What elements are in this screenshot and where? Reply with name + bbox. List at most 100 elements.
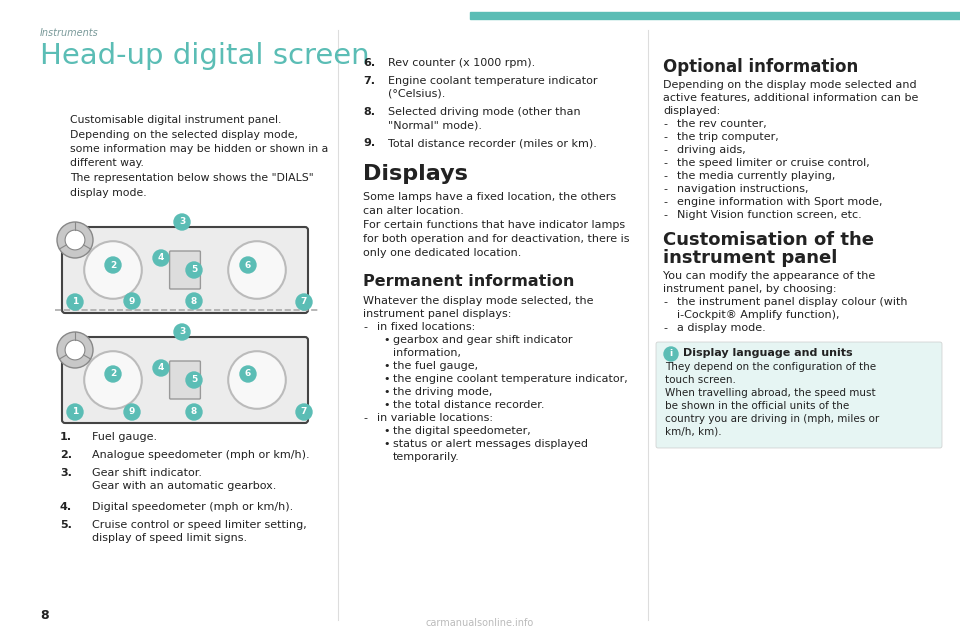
Text: touch screen.: touch screen. xyxy=(665,375,736,385)
Text: some information may be hidden or shown in a: some information may be hidden or shown … xyxy=(70,144,328,154)
Circle shape xyxy=(240,366,256,382)
Text: -: - xyxy=(363,322,367,332)
Text: the speed limiter or cruise control,: the speed limiter or cruise control, xyxy=(677,158,870,168)
Text: -: - xyxy=(363,413,367,423)
Text: -: - xyxy=(663,145,667,155)
Text: the instrument panel display colour (with: the instrument panel display colour (wit… xyxy=(677,297,907,307)
Text: Night Vision function screen, etc.: Night Vision function screen, etc. xyxy=(677,210,862,220)
Text: Rev counter (x 1000 rpm).: Rev counter (x 1000 rpm). xyxy=(388,58,536,68)
Circle shape xyxy=(174,214,190,230)
Text: Instruments: Instruments xyxy=(40,28,99,38)
Text: -: - xyxy=(663,158,667,168)
Text: a display mode.: a display mode. xyxy=(677,323,766,333)
Text: 6.: 6. xyxy=(363,58,375,68)
Text: -: - xyxy=(663,184,667,194)
Text: 3: 3 xyxy=(179,328,185,337)
Text: Customisation of the: Customisation of the xyxy=(663,231,874,249)
FancyBboxPatch shape xyxy=(62,337,308,423)
Text: for both operation and for deactivation, there is: for both operation and for deactivation,… xyxy=(363,234,630,244)
FancyBboxPatch shape xyxy=(170,251,201,289)
Text: Permanent information: Permanent information xyxy=(363,274,574,289)
Text: 1.: 1. xyxy=(60,432,72,442)
Text: display mode.: display mode. xyxy=(70,188,147,198)
Circle shape xyxy=(186,262,202,278)
Text: Depending on the selected display mode,: Depending on the selected display mode, xyxy=(70,129,298,140)
Text: 5: 5 xyxy=(191,266,197,275)
Circle shape xyxy=(240,257,256,273)
Text: Head-up digital screen: Head-up digital screen xyxy=(40,42,370,70)
Circle shape xyxy=(664,347,678,361)
Circle shape xyxy=(67,404,83,420)
Circle shape xyxy=(124,404,140,420)
Text: engine information with Sport mode,: engine information with Sport mode, xyxy=(677,197,882,207)
Text: instrument panel displays:: instrument panel displays: xyxy=(363,309,512,319)
Text: 4.: 4. xyxy=(60,502,72,512)
Text: navigation instructions,: navigation instructions, xyxy=(677,184,808,194)
Circle shape xyxy=(296,294,312,310)
Text: 6: 6 xyxy=(245,260,252,269)
Text: Selected driving mode (other than: Selected driving mode (other than xyxy=(388,107,581,117)
Text: instrument panel, by choosing:: instrument panel, by choosing: xyxy=(663,284,836,294)
Text: 5.: 5. xyxy=(60,520,72,530)
Text: 7: 7 xyxy=(300,298,307,307)
Text: •: • xyxy=(383,439,390,449)
Circle shape xyxy=(65,340,84,360)
Text: the media currently playing,: the media currently playing, xyxy=(677,171,835,181)
Text: •: • xyxy=(383,374,390,384)
Text: 8: 8 xyxy=(191,296,197,305)
Text: For certain functions that have indicator lamps: For certain functions that have indicato… xyxy=(363,220,625,230)
Text: •: • xyxy=(383,400,390,410)
Text: Depending on the display mode selected and: Depending on the display mode selected a… xyxy=(663,80,917,90)
Text: Display language and units: Display language and units xyxy=(683,348,852,358)
Circle shape xyxy=(186,293,202,309)
Text: 3.: 3. xyxy=(60,468,72,478)
Text: 2: 2 xyxy=(109,260,116,269)
FancyBboxPatch shape xyxy=(62,227,308,313)
Text: Analogue speedometer (mph or km/h).: Analogue speedometer (mph or km/h). xyxy=(92,450,310,460)
Circle shape xyxy=(124,293,140,309)
Circle shape xyxy=(105,366,121,382)
FancyBboxPatch shape xyxy=(656,342,942,448)
Text: the rev counter,: the rev counter, xyxy=(677,119,767,129)
Text: display of speed limit signs.: display of speed limit signs. xyxy=(92,533,247,543)
Circle shape xyxy=(296,404,312,420)
Text: 1: 1 xyxy=(72,298,78,307)
Text: temporarily.: temporarily. xyxy=(393,452,460,462)
Text: km/h, km).: km/h, km). xyxy=(665,427,722,437)
Circle shape xyxy=(186,372,202,388)
Circle shape xyxy=(186,404,202,420)
Text: carmanualsonline.info: carmanualsonline.info xyxy=(426,618,534,628)
Circle shape xyxy=(153,250,169,266)
Text: i-Cockpit® Amplify function),: i-Cockpit® Amplify function), xyxy=(677,310,839,320)
Text: gearbox and gear shift indicator: gearbox and gear shift indicator xyxy=(393,335,572,345)
Text: 8: 8 xyxy=(191,408,197,417)
Text: the fuel gauge,: the fuel gauge, xyxy=(393,361,478,371)
Circle shape xyxy=(174,324,190,340)
Text: driving aids,: driving aids, xyxy=(677,145,746,155)
Text: -: - xyxy=(663,171,667,181)
Text: Whatever the display mode selected, the: Whatever the display mode selected, the xyxy=(363,296,593,306)
Text: -: - xyxy=(663,210,667,220)
Text: the total distance recorder.: the total distance recorder. xyxy=(393,400,544,410)
Text: You can modify the appearance of the: You can modify the appearance of the xyxy=(663,271,876,281)
Text: -: - xyxy=(663,132,667,142)
Circle shape xyxy=(228,351,286,409)
Text: -: - xyxy=(663,323,667,333)
Text: 7: 7 xyxy=(300,408,307,417)
Circle shape xyxy=(57,222,93,258)
Text: active features, additional information can be: active features, additional information … xyxy=(663,93,919,103)
Circle shape xyxy=(84,241,142,299)
Circle shape xyxy=(228,241,286,299)
Circle shape xyxy=(153,360,169,376)
Text: 9: 9 xyxy=(129,296,135,305)
Text: 3: 3 xyxy=(179,218,185,227)
Text: Optional information: Optional information xyxy=(663,58,858,76)
Text: be shown in the official units of the: be shown in the official units of the xyxy=(665,401,850,411)
Text: Engine coolant temperature indicator: Engine coolant temperature indicator xyxy=(388,76,597,86)
Text: -: - xyxy=(663,119,667,129)
Text: The representation below shows the "DIALS": The representation below shows the "DIAL… xyxy=(70,173,314,183)
Circle shape xyxy=(84,351,142,409)
Text: •: • xyxy=(383,426,390,436)
Text: 1: 1 xyxy=(72,408,78,417)
Text: Digital speedometer (mph or km/h).: Digital speedometer (mph or km/h). xyxy=(92,502,293,512)
